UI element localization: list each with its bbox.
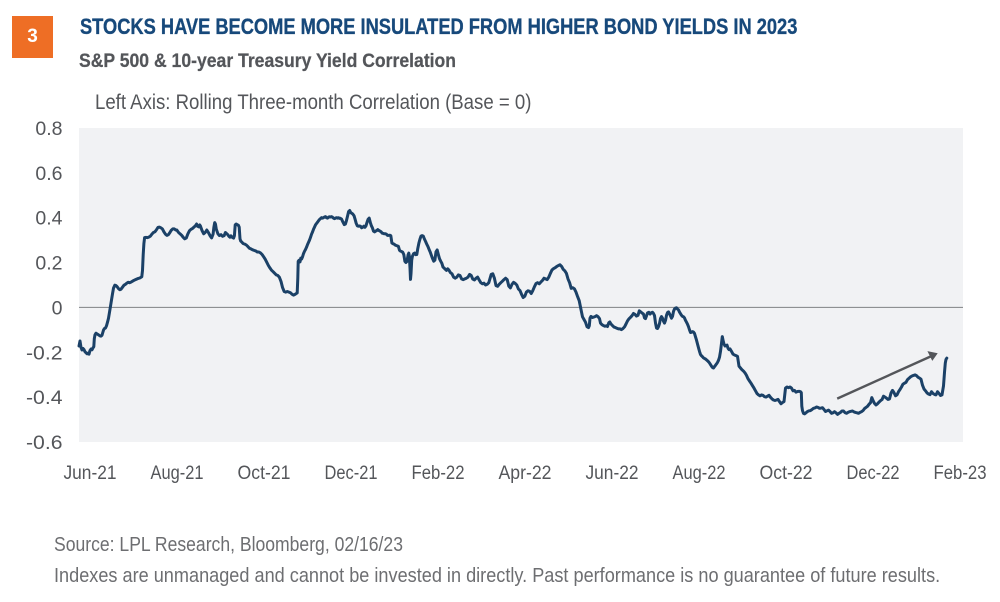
svg-text:Feb-22: Feb-22 bbox=[412, 462, 465, 484]
svg-text:-0.4: -0.4 bbox=[26, 387, 63, 409]
svg-text:0.2: 0.2 bbox=[35, 253, 62, 275]
svg-text:Aug-21: Aug-21 bbox=[151, 462, 204, 484]
svg-text:0.4: 0.4 bbox=[35, 208, 62, 230]
svg-text:Dec-22: Dec-22 bbox=[847, 462, 900, 484]
svg-text:Oct-21: Oct-21 bbox=[238, 462, 291, 484]
svg-text:Jun-22: Jun-22 bbox=[586, 462, 639, 484]
svg-text:Jun-21: Jun-21 bbox=[64, 462, 117, 484]
svg-text:Apr-22: Apr-22 bbox=[499, 462, 552, 484]
svg-text:Aug-22: Aug-22 bbox=[673, 462, 726, 484]
svg-text:-0.6: -0.6 bbox=[26, 432, 63, 454]
svg-text:Oct-22: Oct-22 bbox=[760, 462, 813, 484]
svg-text:Feb-23: Feb-23 bbox=[934, 462, 987, 484]
svg-text:0: 0 bbox=[52, 297, 63, 319]
svg-text:0.6: 0.6 bbox=[35, 163, 62, 185]
svg-text:-0.2: -0.2 bbox=[26, 342, 63, 364]
svg-text:Dec-21: Dec-21 bbox=[325, 462, 378, 484]
svg-text:0.8: 0.8 bbox=[35, 118, 62, 140]
